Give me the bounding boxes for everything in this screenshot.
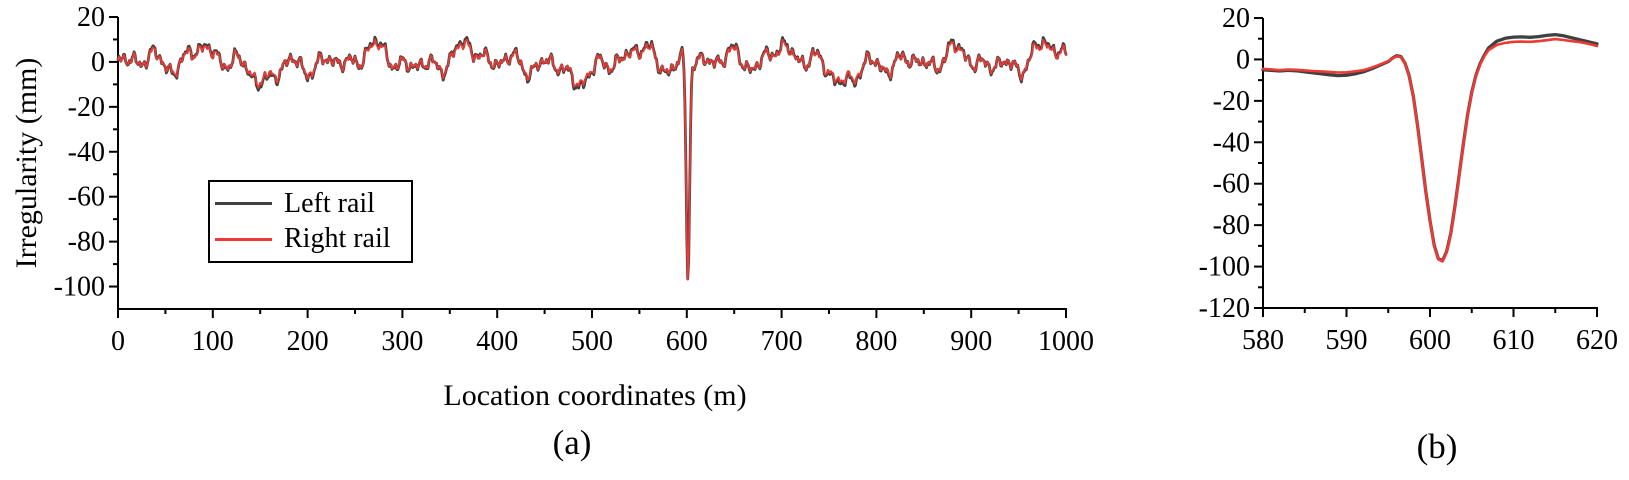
legend-entry-left-rail: Left rail <box>210 187 411 219</box>
x-tick-label: 500 <box>571 326 613 357</box>
chart-a: 0 100 200 300 400 500 600 700 800 900 1000200-20-4… <box>54 2 1094 357</box>
x-tick-label: 600 <box>666 326 708 357</box>
y-tick-label: -20 <box>68 92 105 123</box>
chart-a-axes: 0 100 200 300 400 500 600 700 800 900 1000200-20-4… <box>54 2 1094 357</box>
chart-b: 580 590 600 610 620 20 0 -20 -40 -60 -80 -100 -120 <box>1199 3 1618 356</box>
y-tick-label: -20 <box>1213 86 1250 117</box>
left-rail-line-sample <box>215 202 272 206</box>
y-tick-label: -60 <box>1213 169 1250 200</box>
legend-label-right-rail: Right rail <box>284 223 391 255</box>
x-tick-label: 580 <box>1242 325 1284 356</box>
caption-b: (b) <box>1416 427 1458 466</box>
x-tick-label: 800 <box>855 326 897 357</box>
x-tick-label: 900 <box>950 326 992 357</box>
legend-entry-right-rail: Right rail <box>210 225 411 253</box>
x-tick-label: 700 <box>761 326 803 357</box>
y-tick-label: -40 <box>68 137 105 168</box>
legend-label-left-rail: Left rail <box>284 187 375 219</box>
x-tick-label: 200 <box>287 326 329 357</box>
x-tick-label: 0 <box>111 326 125 357</box>
x-tick-label: 590 <box>1326 325 1368 356</box>
y-axis-title: Irregularity (mm) <box>10 57 43 269</box>
right-rail-line-sample <box>215 238 272 241</box>
y-tick-label: -80 <box>1213 210 1250 241</box>
x-tick-label: 300 <box>381 326 423 357</box>
y-tick-label: 0 <box>91 47 105 78</box>
y-tick-label: 20 <box>1222 3 1250 34</box>
y-tick-label: -100 <box>54 272 105 303</box>
y-tick-label: 20 <box>77 2 105 33</box>
x-tick-label: 400 <box>476 326 518 357</box>
x-axis-title: Location coordinates (m) <box>443 379 747 412</box>
y-tick-label: -100 <box>1199 252 1250 283</box>
x-tick-label: 610 <box>1493 325 1535 356</box>
y-tick-label: -40 <box>1213 127 1250 158</box>
series-right-rail <box>117 38 1067 281</box>
series-right-rail <box>1261 37 1599 263</box>
x-tick-label: 620 <box>1576 325 1618 356</box>
y-tick-label: -120 <box>1199 293 1250 324</box>
caption-a: (a) <box>552 423 592 462</box>
chart-b-axes: 580 590 600 610 620 20 0 -20 -40 -60 -80 -100 -120 <box>1199 3 1618 356</box>
x-tick-label: 1000 <box>1038 326 1094 357</box>
y-tick-label: -60 <box>68 182 105 213</box>
y-tick-label: 0 <box>1236 44 1250 75</box>
x-tick-label: 600 <box>1409 325 1451 356</box>
legend: Left rail Right rail <box>208 180 413 263</box>
x-tick-label: 100 <box>192 326 234 357</box>
y-tick-label: -80 <box>68 227 105 258</box>
